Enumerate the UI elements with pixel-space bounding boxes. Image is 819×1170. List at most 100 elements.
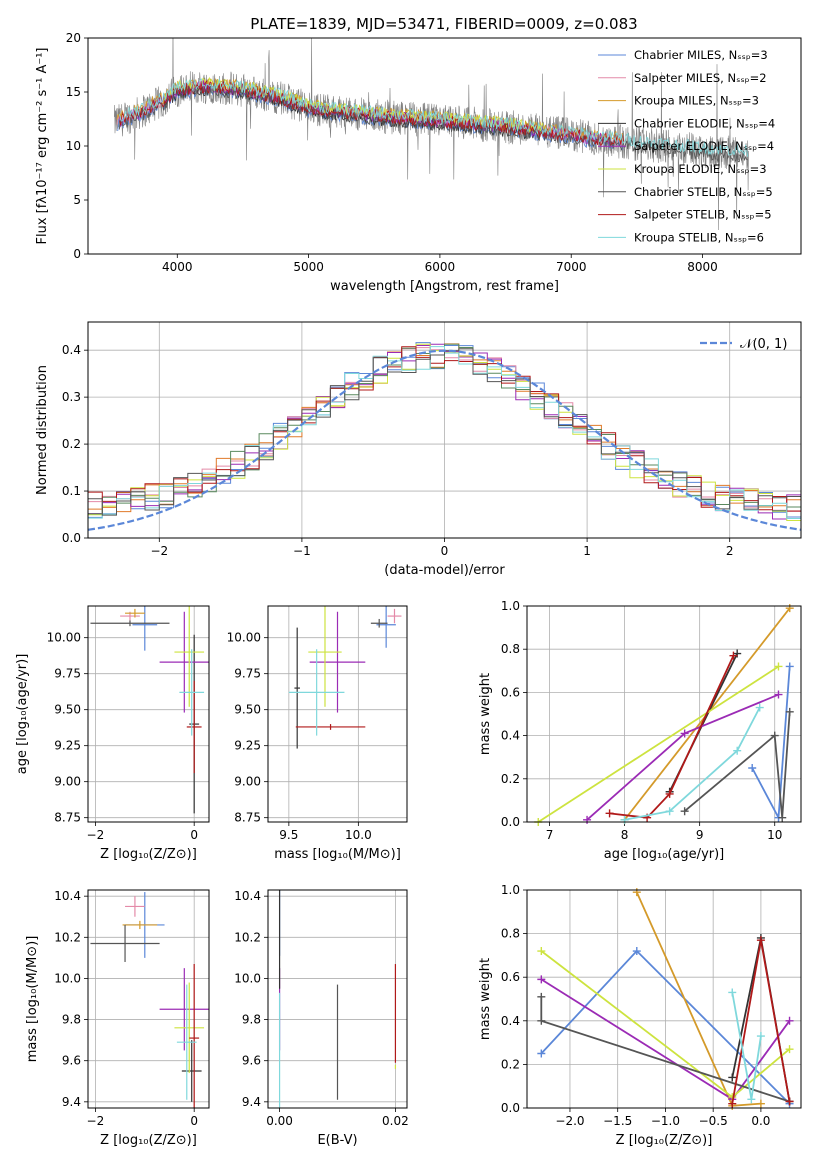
model-line-kroupa-elodie xyxy=(163,76,545,133)
x-tick-label: −1.5 xyxy=(603,1114,632,1128)
weight-vs-metallicity-plot: −2.0 −1.5 −1.0 −0.5 0.0 0.0 0.2 0.4 0.6 0.8 1.0 Z [… xyxy=(478,883,802,1148)
y-tick-label: 0.0 xyxy=(501,815,520,829)
x-tick-label: 0 xyxy=(441,544,449,558)
x-tick-label: 2 xyxy=(726,544,734,558)
x-axis-label: Z [log₁₀(Z/Z⊙)] xyxy=(100,1133,197,1148)
weight-marker xyxy=(756,936,765,945)
y-axis-label: Flux [fλ10⁻¹⁷ erg cm⁻² s⁻¹ A⁻¹] xyxy=(35,48,50,245)
y-tick-label: 9.00 xyxy=(54,775,81,789)
y-tick-label: 0.1 xyxy=(62,484,81,498)
x-tick-label: −1.0 xyxy=(651,1114,680,1128)
x-tick-label: −1 xyxy=(293,544,311,558)
y-tick-label: 0.2 xyxy=(501,1057,520,1071)
x-axis-label: mass [log₁₀(M/M⊙)] xyxy=(274,847,401,862)
y-tick-label: 9.25 xyxy=(54,739,81,753)
errorbar-points xyxy=(278,890,397,1108)
weight-marker xyxy=(785,1097,794,1106)
x-tick-label: −2 xyxy=(87,828,105,842)
weight-marker xyxy=(537,1049,546,1058)
weight-marker xyxy=(728,988,737,997)
weight-marker xyxy=(785,662,794,671)
weight-line-kroupa-elodie xyxy=(537,665,779,823)
weight-marker xyxy=(756,1099,765,1108)
x-tick-label: −0.5 xyxy=(699,1114,728,1128)
y-tick-label: 9.25 xyxy=(234,739,261,753)
x-tick-label: 5000 xyxy=(293,260,324,274)
weight-marker xyxy=(632,947,641,956)
y-tick-label: 0.3 xyxy=(62,390,81,404)
weight-line-kroupa-stelib xyxy=(624,707,761,821)
weight-marker xyxy=(665,807,674,816)
weight-marker xyxy=(537,992,546,1001)
y-tick-label: 0.0 xyxy=(501,1101,520,1115)
axes-frame xyxy=(526,605,802,823)
y-tick-label: 10.2 xyxy=(234,930,261,944)
weight-marker xyxy=(774,662,783,671)
y-tick-label: 0 xyxy=(73,247,81,261)
y-axis-label: age [log₁₀(age/yr)] xyxy=(15,654,30,775)
x-tick-label: 9.5 xyxy=(279,828,298,842)
age-vs-mass-plot: 9.5 10.0 8.75 9.00 9.25 9.50 9.75 10.00 mass [lo… xyxy=(227,605,408,862)
weight-marker xyxy=(747,1095,756,1104)
axes-frame xyxy=(526,889,802,1109)
weight-marker xyxy=(785,1016,794,1025)
y-tick-label: 0.6 xyxy=(501,970,520,984)
weight-marker xyxy=(756,1032,765,1041)
y-tick-label: 1.0 xyxy=(501,599,520,613)
weight-marker xyxy=(755,703,764,712)
y-tick-label: 0.2 xyxy=(501,772,520,786)
x-tick-label: 6000 xyxy=(425,260,456,274)
weight-line-kroupa-miles xyxy=(635,891,761,1107)
weight-marker xyxy=(605,809,614,818)
histogram-series xyxy=(88,343,801,515)
legend-label: Salpeter ELODIE, Nₛₛₚ=4 xyxy=(634,139,774,153)
histogram-series xyxy=(88,348,801,516)
y-tick-label: 20 xyxy=(66,31,81,45)
weight-marker xyxy=(785,707,794,716)
y-tick-label: 9.4 xyxy=(242,1095,261,1109)
legend-label: Salpeter MILES, Nₛₛₚ=2 xyxy=(634,71,767,85)
weight-marker xyxy=(680,729,689,738)
axes-frame xyxy=(267,605,408,823)
y-tick-label: 9.8 xyxy=(62,1013,81,1027)
weight-marker xyxy=(583,815,592,824)
weight-marker xyxy=(728,1073,737,1082)
y-axis-label: mass weight xyxy=(478,958,493,1040)
axes-frame xyxy=(87,889,210,1109)
y-axis-label: mass weight xyxy=(478,673,493,755)
legend-label: Chabrier MILES, Nₛₛₚ=3 xyxy=(634,48,768,62)
y-tick-label: 9.6 xyxy=(242,1054,261,1068)
x-tick-label: 8 xyxy=(621,828,629,842)
x-tick-label: 10.0 xyxy=(345,828,372,842)
x-tick-label: 0 xyxy=(190,828,198,842)
x-axis-label: Z [log₁₀(Z/Z⊙)] xyxy=(616,1133,713,1148)
y-tick-label: 10.0 xyxy=(54,971,81,985)
y-tick-label: 9.6 xyxy=(62,1054,81,1068)
y-tick-label: 10.00 xyxy=(227,631,261,645)
x-tick-label: 7000 xyxy=(556,260,587,274)
y-axis-label: mass [log₁₀(M/M⊙)] xyxy=(25,936,40,1063)
x-tick-label: 0.02 xyxy=(382,1114,409,1128)
x-tick-label: 0.0 xyxy=(751,1114,770,1128)
x-tick-label: −2 xyxy=(150,544,168,558)
weight-marker xyxy=(620,815,629,824)
x-tick-label: 0 xyxy=(190,1114,198,1128)
legend-label: Chabrier ELODIE, Nₛₛₚ=4 xyxy=(634,116,775,130)
y-tick-label: 9.4 xyxy=(62,1095,81,1109)
weight-marker xyxy=(537,947,546,956)
x-tick-label: −2 xyxy=(87,1114,105,1128)
age-vs-metallicity-plot: −2 0 8.75 9.00 9.25 9.50 9.75 10.00 Z [log₁₀(Z/Z… xyxy=(15,605,210,862)
legend-label: Salpeter STELIB, Nₛₛₚ=5 xyxy=(634,208,772,222)
weight-marker xyxy=(729,651,738,660)
axes-frame xyxy=(267,889,408,1109)
weight-marker xyxy=(785,604,794,613)
weight-marker xyxy=(785,1045,794,1054)
y-axis-label: Normed distribution xyxy=(35,365,50,495)
y-tick-label: 10.0 xyxy=(234,971,261,985)
model-line-chabrier-stelib xyxy=(119,83,748,163)
errorbar-points xyxy=(90,606,209,814)
y-tick-label: 0.4 xyxy=(501,729,520,743)
weight-marker xyxy=(728,1099,737,1108)
y-tick-label: 1.0 xyxy=(501,883,520,897)
